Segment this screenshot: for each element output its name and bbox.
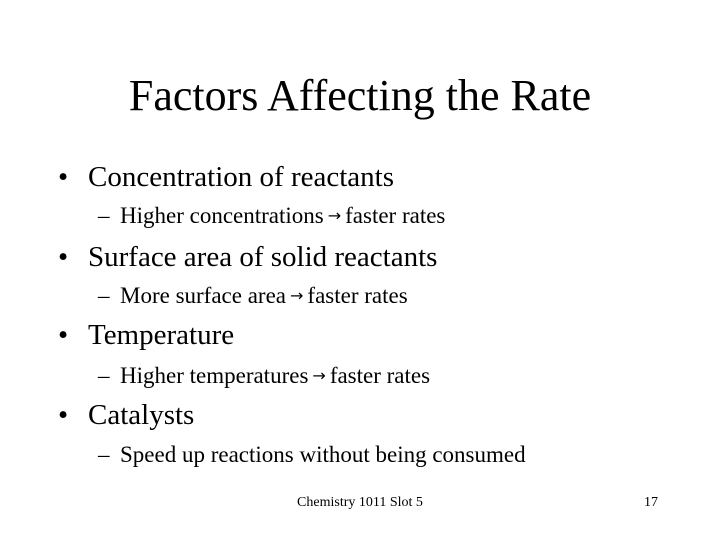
sub-text-before: More surface area [120,283,286,308]
bullet-icon: • [58,161,69,193]
sub-item-catalysts: – Speed up reactions without being consum… [98,441,526,469]
bullet-icon: • [58,319,69,351]
sub-text-after: faster rates [307,283,408,308]
sub-text-before: Higher concentrations [120,203,324,228]
bullet-item-temperature: • Temperature [58,318,234,352]
bullet-text: Catalysts [88,399,195,431]
sub-item-temperature: – Higher temperatures → faster rates [98,362,430,392]
page-number: 17 [644,495,658,510]
sub-text-after: faster rates [329,363,431,388]
slide-title: Factors Affecting the Rate [128,71,592,120]
bullet-item-catalysts: • Catalysts [58,398,194,432]
arrow-right-icon: → [290,286,304,305]
bullet-icon: • [58,399,69,431]
bullet-text: Surface area of solid reactants [88,241,438,273]
dash-icon: – [98,363,110,388]
sub-text-after: faster rates [345,203,446,228]
sub-item-concentration: – Higher concentrations → faster rates [98,202,445,232]
sub-text: Speed up reactions without being consume… [120,442,526,467]
dash-icon: – [98,283,110,308]
arrow-right-icon: → [312,366,326,385]
bullet-item-concentration: • Concentration of reactants [58,160,394,194]
arrow-right-icon: → [327,206,342,225]
bullet-item-surface-area: • Surface area of solid reactants [58,240,437,274]
bullet-text: Concentration of reactants [88,161,394,193]
sub-item-surface-area: – More surface area → faster rates [98,282,408,312]
dash-icon: – [98,442,110,467]
sub-text-before: Higher temperatures [120,363,309,388]
bullet-icon: • [58,241,69,273]
dash-icon: – [98,203,110,228]
footer-text: Chemistry 1011 Slot 5 [297,495,423,510]
bullet-text: Temperature [88,319,235,351]
